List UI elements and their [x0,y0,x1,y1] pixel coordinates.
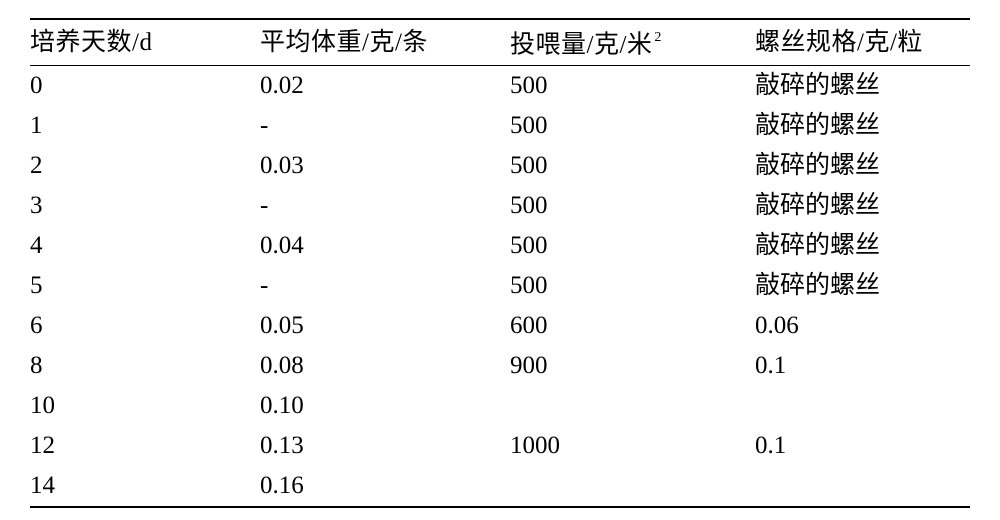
cell-avg-weight: 0.16 [260,466,510,507]
cell-feed: 1000 [510,426,755,466]
cell-feed: 500 [510,266,755,306]
cell-days: 4 [30,226,260,266]
cell-days: 1 [30,106,260,146]
cell-snail: 0.06 [755,306,970,346]
col-header-feed-amount: 投喂量/克/米2 [510,19,755,66]
cell-feed [510,386,755,426]
col-header-sup: 2 [654,30,662,45]
col-header-snail-spec: 螺丝规格/克/粒 [755,19,970,66]
cell-feed: 500 [510,146,755,186]
table-row: 12 0.13 1000 0.1 [30,426,970,466]
cell-days: 10 [30,386,260,426]
cell-snail: 敲碎的螺丝 [755,266,970,306]
cell-avg-weight: 0.08 [260,346,510,386]
table-header-row: 培养天数/d 平均体重/克/条 投喂量/克/米2 螺丝规格/克/粒 [30,19,970,66]
table-row: 2 0.03 500 敲碎的螺丝 [30,146,970,186]
cell-snail: 敲碎的螺丝 [755,226,970,266]
cell-avg-weight: - [260,106,510,146]
table-row: 14 0.16 [30,466,970,507]
cell-snail: 0.1 [755,346,970,386]
cell-feed: 500 [510,66,755,107]
cell-snail: 0.1 [755,426,970,466]
table-row: 0 0.02 500 敲碎的螺丝 [30,66,970,107]
data-table: 培养天数/d 平均体重/克/条 投喂量/克/米2 螺丝规格/克/粒 0 0.02… [30,18,970,508]
cell-feed: 500 [510,226,755,266]
cell-days: 0 [30,66,260,107]
table-row: 5 - 500 敲碎的螺丝 [30,266,970,306]
cell-days: 8 [30,346,260,386]
col-header-avg-weight: 平均体重/克/条 [260,19,510,66]
cell-avg-weight: 0.13 [260,426,510,466]
cell-days: 14 [30,466,260,507]
cell-days: 2 [30,146,260,186]
cell-feed: 600 [510,306,755,346]
cell-snail: 敲碎的螺丝 [755,66,970,107]
cell-avg-weight: 0.10 [260,386,510,426]
cell-days: 5 [30,266,260,306]
cell-snail [755,386,970,426]
cell-snail: 敲碎的螺丝 [755,186,970,226]
cell-days: 3 [30,186,260,226]
cell-feed [510,466,755,507]
cell-snail: 敲碎的螺丝 [755,106,970,146]
cell-feed: 900 [510,346,755,386]
page-container: 培养天数/d 平均体重/克/条 投喂量/克/米2 螺丝规格/克/粒 0 0.02… [0,0,1000,520]
cell-snail: 敲碎的螺丝 [755,146,970,186]
cell-avg-weight: 0.04 [260,226,510,266]
col-header-label: 投喂量/克/米 [510,31,652,58]
table-row: 6 0.05 600 0.06 [30,306,970,346]
cell-days: 6 [30,306,260,346]
cell-feed: 500 [510,186,755,226]
cell-avg-weight: - [260,266,510,306]
cell-avg-weight: - [260,186,510,226]
col-header-label: 培养天数/d [30,29,152,56]
cell-avg-weight: 0.03 [260,146,510,186]
col-header-label: 螺丝规格/克/粒 [755,29,923,56]
cell-avg-weight: 0.05 [260,306,510,346]
cell-feed: 500 [510,106,755,146]
cell-days: 12 [30,426,260,466]
cell-avg-weight: 0.02 [260,66,510,107]
col-header-days: 培养天数/d [30,19,260,66]
col-header-label: 平均体重/克/条 [260,29,428,56]
table-row: 3 - 500 敲碎的螺丝 [30,186,970,226]
cell-snail [755,466,970,507]
table-row: 10 0.10 [30,386,970,426]
table-row: 8 0.08 900 0.1 [30,346,970,386]
table-row: 4 0.04 500 敲碎的螺丝 [30,226,970,266]
table-row: 1 - 500 敲碎的螺丝 [30,106,970,146]
